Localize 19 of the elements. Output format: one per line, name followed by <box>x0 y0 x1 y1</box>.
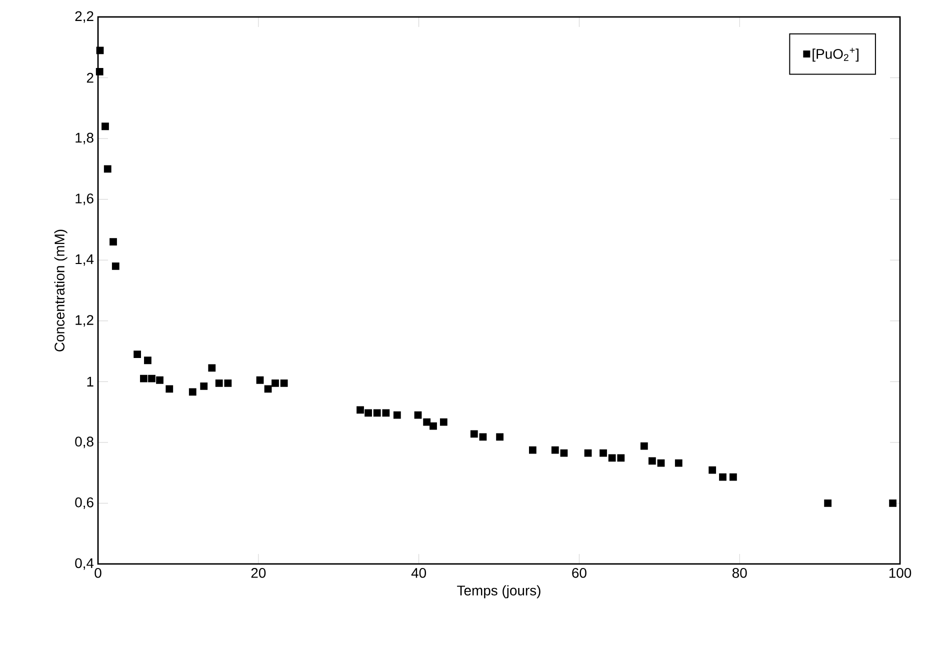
legend-label: [PuO$_{2}$$^{+}$] <box>812 48 858 62</box>
x-tick-label: 60 <box>572 568 586 578</box>
y-axis-title: Concentration (mM) <box>54 230 68 352</box>
y-tick-label: 1,8 <box>76 132 94 144</box>
y-tick-label: 0,6 <box>75 497 94 509</box>
y-tick-label: 2 <box>86 72 94 83</box>
y-tick-label: 1,6 <box>76 194 94 206</box>
x-tick-label: 80 <box>732 568 747 578</box>
y-tick-label: 1 <box>87 376 94 386</box>
x-tick-label: 20 <box>251 568 266 578</box>
y-tick-label: 0,8 <box>75 436 94 448</box>
x-tick-label: 0 <box>94 568 102 578</box>
y-tick-label: 0,4 <box>75 558 94 570</box>
y-tick-label: 1,2 <box>76 315 94 327</box>
x-axis-title: Temps (jours) <box>457 585 540 598</box>
y-tick-label: 2,2 <box>75 11 94 23</box>
x-tick-label: 40 <box>411 568 426 578</box>
x-tick-label: 100 <box>889 568 912 578</box>
y-tick-label: 1,4 <box>76 254 94 266</box>
